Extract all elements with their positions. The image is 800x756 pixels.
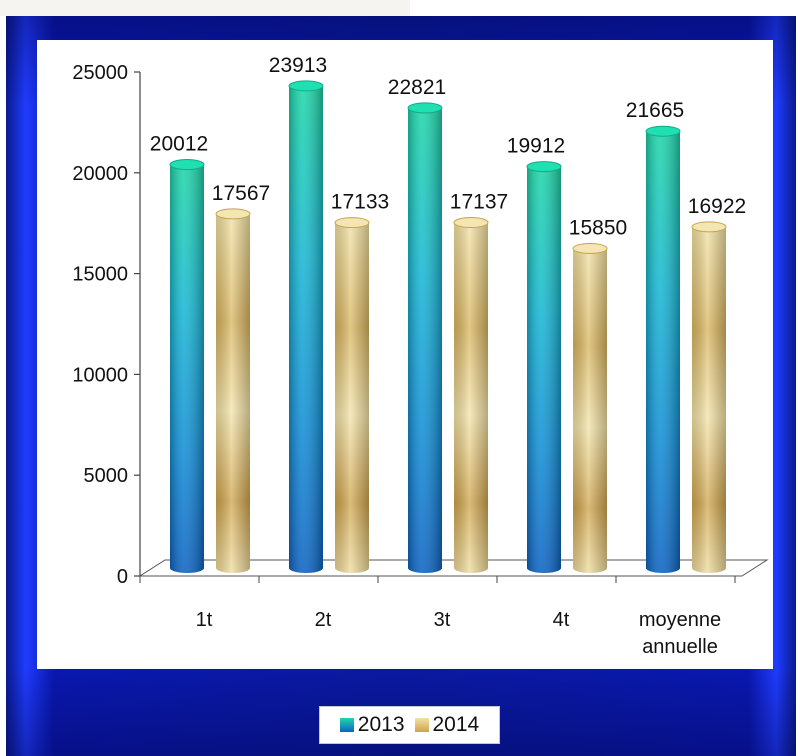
y-tick-label: 5000	[84, 465, 129, 487]
bar-shading	[646, 131, 680, 574]
category-label-line: 1t	[196, 609, 213, 631]
y-tick-label: 25000	[72, 62, 128, 84]
category-label-2t: 2t	[315, 609, 332, 631]
legend-item-2014: 2014	[414, 713, 480, 737]
data-label-2013-1t: 20012	[150, 133, 208, 156]
bar-shading	[527, 166, 561, 573]
bar-top	[334, 217, 370, 229]
data-label-2014-moyenne-annuelle: 16922	[688, 195, 746, 218]
bar-top	[645, 125, 681, 137]
category-label-moyenne-annuelle: moyenne annuelle	[639, 609, 721, 658]
bar-top	[526, 161, 562, 173]
legend-swatch-2013	[339, 718, 354, 732]
bars-group	[169, 80, 727, 574]
bar-2014-1t	[215, 208, 251, 573]
data-label-2013-3t: 22821	[388, 76, 446, 99]
bar-top	[215, 208, 251, 220]
category-label-line: 3t	[434, 609, 451, 631]
bar-shading	[335, 222, 369, 573]
data-label-2014-2t: 17133	[331, 191, 389, 214]
bar-shading	[170, 164, 204, 573]
top-strip	[0, 0, 410, 16]
category-label-line: annuelle	[642, 636, 718, 658]
bar-2013-1t	[169, 159, 205, 573]
bar-shading	[289, 85, 323, 574]
legend-item-2013: 2013	[339, 713, 405, 737]
legend: 2013 2014	[319, 706, 500, 744]
legend-label-2013: 2013	[357, 713, 405, 736]
data-label-2014-1t: 17567	[212, 182, 270, 205]
y-tick-label: 20000	[72, 163, 128, 185]
bar-shading	[408, 107, 442, 573]
legend-swatch-2014	[414, 718, 429, 732]
bar-shading	[573, 248, 607, 574]
bar-2014-moyenne-annuelle	[691, 221, 727, 573]
bar-2014-4t	[572, 242, 608, 574]
category-label-line: moyenne	[639, 609, 721, 631]
category-label-4t: 4t	[553, 609, 570, 631]
y-axis: 0 5000 10000 15000 20000 25000	[72, 62, 736, 588]
bar-top	[691, 221, 727, 233]
data-label-2014-3t: 17137	[450, 191, 508, 214]
legend-label-2014: 2014	[432, 713, 480, 736]
bar-top	[169, 159, 205, 171]
bar-shading	[216, 213, 250, 573]
bar-2013-4t	[526, 161, 562, 573]
data-label-2013-moyenne-annuelle: 21665	[626, 99, 684, 122]
category-label-1t: 1t	[196, 609, 213, 631]
category-label-line: 4t	[553, 609, 570, 631]
bar-2013-2t	[288, 80, 324, 574]
y-tick-label: 0	[117, 566, 128, 588]
category-label-line: 2t	[315, 609, 332, 631]
data-label-2014-4t: 15850	[569, 216, 627, 239]
bar-top	[288, 80, 324, 92]
bar-2013-3t	[407, 102, 443, 573]
y-tick-label: 10000	[72, 364, 128, 386]
bar-shading	[692, 226, 726, 573]
bar-2013-moyenne-annuelle	[645, 125, 681, 574]
data-label-2013-2t: 23913	[269, 54, 327, 77]
bar-top	[453, 217, 489, 229]
data-label-2013-4t: 19912	[507, 135, 565, 158]
bar-shading	[454, 222, 488, 574]
labels-group: 20012 17567 1t 23913 17133 2t 22821 17137 3t 1991…	[150, 54, 746, 658]
y-tick-label: 15000	[72, 264, 128, 286]
category-label-3t: 3t	[434, 609, 451, 631]
bar-2014-2t	[334, 217, 370, 573]
bar-top	[407, 102, 443, 114]
bar-top	[572, 242, 608, 254]
bar-2014-3t	[453, 217, 489, 574]
